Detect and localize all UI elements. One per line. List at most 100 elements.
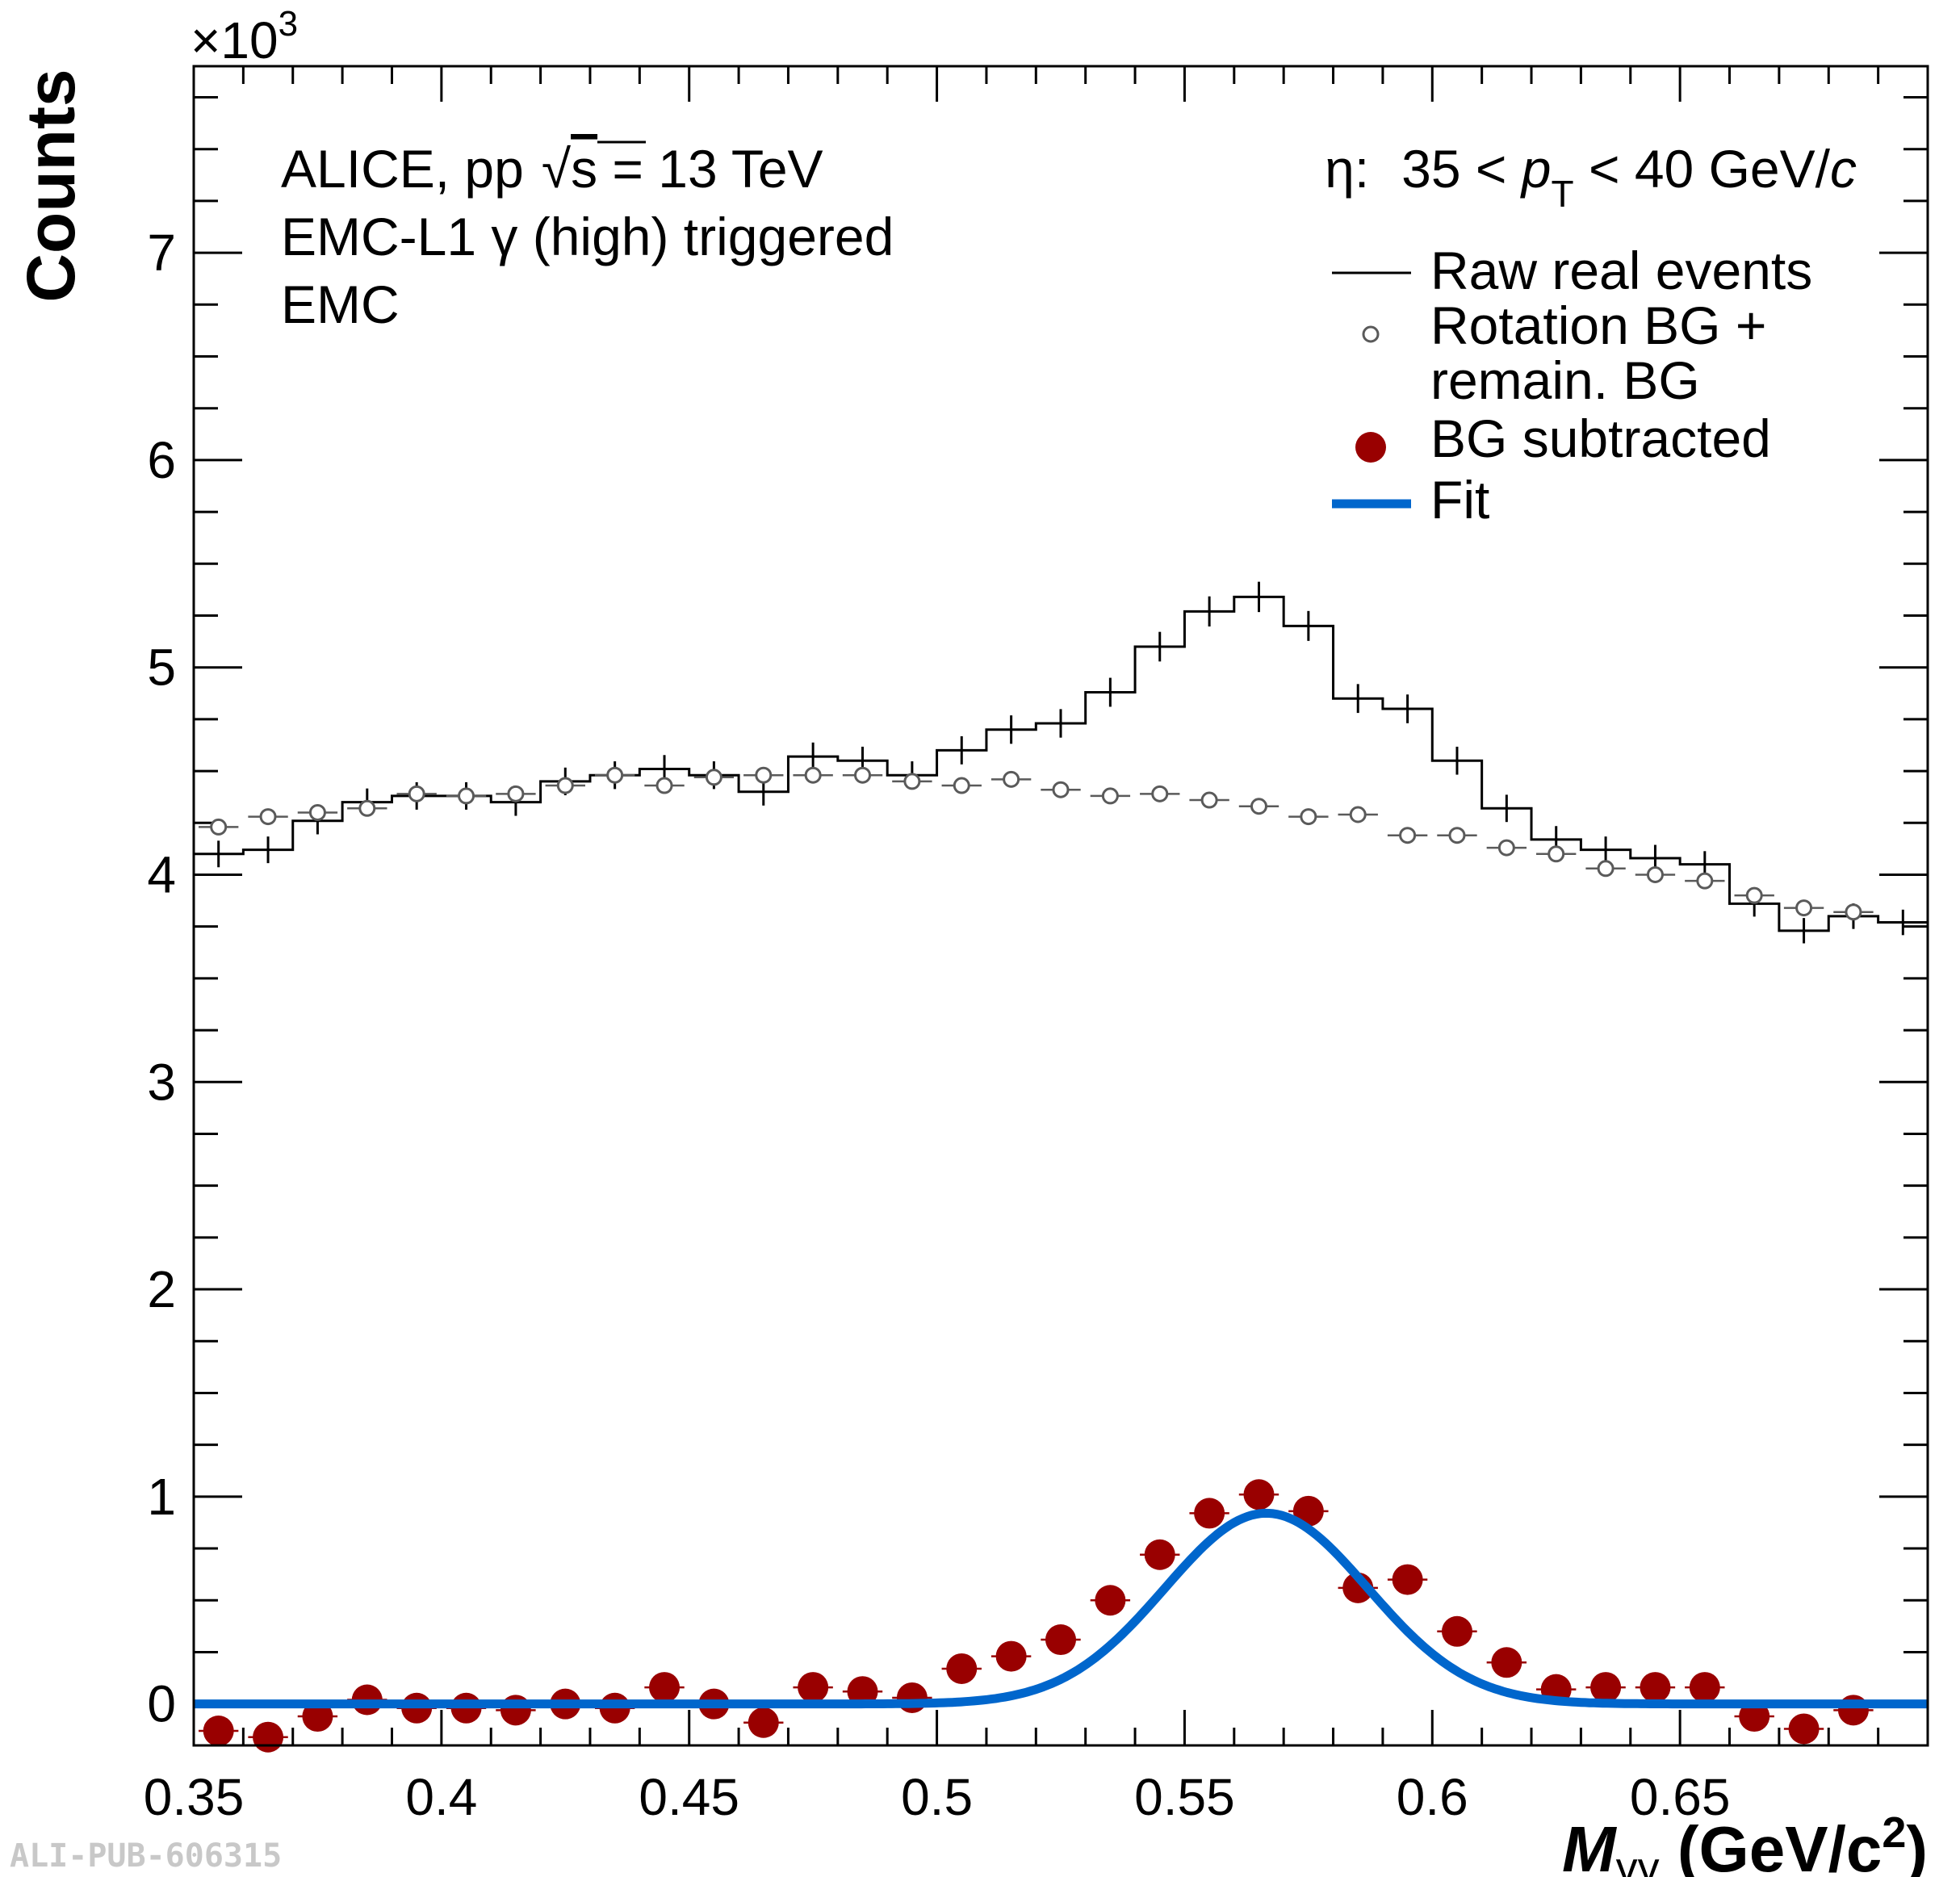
bgsub-point	[253, 1721, 284, 1753]
x-tick-label: 0.5	[901, 1768, 973, 1826]
watermark: ALI-PUB-606315	[10, 1837, 282, 1875]
legend-label-rotation: Rotation BG + remain. BG	[1430, 295, 1766, 410]
rotation-point	[655, 777, 673, 794]
bgsub-point	[748, 1707, 779, 1738]
rotation-point	[1745, 886, 1763, 904]
rotation-point	[507, 785, 525, 802]
bgsub-point	[1392, 1564, 1423, 1595]
bgsub-point	[1095, 1585, 1126, 1616]
rotation-point	[358, 799, 376, 817]
bgsub-point	[1144, 1539, 1175, 1570]
annotation-collision: ALICE, pp √s = 13 TeV	[281, 139, 823, 199]
x-tick-label: 0.55	[1134, 1768, 1235, 1826]
bgsub-point	[1640, 1672, 1671, 1703]
y-tick-label: 5	[147, 639, 176, 697]
rotation-point	[1101, 787, 1119, 805]
bgsub-point	[798, 1672, 829, 1703]
bgsub-point	[1689, 1672, 1720, 1703]
rotation-point	[804, 766, 822, 784]
x-tick-label: 0.65	[1630, 1768, 1731, 1826]
rotation-point	[755, 766, 773, 784]
legend-label-rotation-line1: Rotation BG +	[1430, 295, 1766, 355]
bgsub-point	[302, 1701, 333, 1732]
annotation-trigger: EMC-L1 γ (high) triggered	[281, 207, 894, 266]
y-tick-label: 1	[147, 1468, 176, 1526]
x-tick-labels: 0.35 0.4 0.45 0.5 0.55 0.6 0.65	[144, 1768, 1731, 1826]
rotation-point	[259, 808, 277, 826]
rotation-point	[1795, 899, 1813, 917]
legend-label-raw: Raw real events	[1430, 241, 1812, 300]
bgsub-point	[896, 1682, 928, 1713]
rotation-point	[1448, 827, 1466, 844]
y-tick-labels: 0 1 2 3 4 5 6 7	[147, 224, 176, 1733]
x-tick-label: 0.4	[405, 1768, 477, 1826]
annotation-detector: EMC	[281, 274, 400, 334]
legend-label-bgsub: BG subtracted	[1430, 408, 1771, 468]
bgsub-point	[1590, 1672, 1622, 1703]
y-tick-label: 2	[147, 1260, 176, 1318]
bgsub-point	[1194, 1498, 1225, 1529]
bgsub-point	[1243, 1479, 1275, 1510]
y-tick-label: 4	[147, 845, 176, 903]
rotation-point	[1696, 872, 1714, 890]
bg-subtracted-series	[199, 1479, 1874, 1753]
legend: Raw real events Rotation BG + remain. BG …	[1332, 241, 1812, 530]
bgsub-point	[1491, 1647, 1522, 1678]
y-tick-label: 3	[147, 1053, 176, 1111]
rotation-point	[1646, 865, 1664, 883]
x-tick-label: 0.6	[1397, 1768, 1468, 1826]
fit-series	[193, 1508, 1929, 1709]
rotation-point	[1250, 798, 1267, 815]
rotation-point	[1845, 903, 1862, 921]
rotation-point	[1200, 791, 1218, 809]
bgsub-point	[1045, 1624, 1076, 1656]
legend-label-rotation-line2: remain. BG	[1430, 350, 1700, 410]
rotation-bg-series	[199, 766, 1874, 921]
legend-swatch-rotation	[1362, 325, 1380, 343]
y-axis-label: Counts	[13, 69, 89, 302]
legend-label-fit: Fit	[1430, 470, 1489, 530]
rotation-point	[210, 818, 228, 836]
rotation-point	[1399, 827, 1417, 844]
bgsub-point	[1788, 1713, 1820, 1745]
rotation-point	[1597, 860, 1614, 878]
rotation-point	[556, 777, 574, 794]
rotation-point	[458, 787, 475, 805]
legend-swatch-bgsub	[1355, 432, 1386, 463]
rotation-point	[1003, 770, 1020, 788]
raw-histogram-line	[194, 595, 1928, 932]
bgsub-point	[500, 1695, 531, 1726]
bgsub-point	[1739, 1701, 1770, 1732]
bgsub-point	[995, 1640, 1027, 1672]
rotation-point	[1547, 845, 1565, 863]
plot-frame	[192, 65, 1929, 1747]
y-tick-label: 7	[147, 224, 176, 282]
rotation-point	[408, 785, 425, 802]
bgsub-point	[1441, 1615, 1472, 1647]
rotation-point	[606, 766, 624, 784]
bgsub-point	[847, 1676, 878, 1707]
rotation-point	[1497, 839, 1515, 857]
rotation-point	[953, 777, 970, 794]
bgsub-point	[1837, 1695, 1869, 1726]
rotation-point	[1151, 785, 1169, 802]
rotation-point	[1349, 806, 1367, 823]
rotation-point	[903, 773, 921, 790]
rotation-point	[308, 803, 326, 821]
bgsub-point	[946, 1653, 978, 1684]
fit-curve	[193, 1508, 1929, 1709]
rotation-point	[705, 769, 722, 786]
x-axis-label: Mγγ (GeV/c2)	[1562, 1808, 1928, 1877]
rotation-point	[1052, 781, 1070, 798]
annotation-pt-range: η: 35 < pT < 40 GeV/c	[1325, 139, 1857, 215]
rotation-point	[1300, 808, 1317, 826]
y-multiplier: ×103	[191, 4, 298, 69]
x-tick-label: 0.45	[639, 1768, 739, 1826]
bgsub-point	[649, 1672, 681, 1703]
x-tick-label: 0.35	[144, 1768, 245, 1826]
y-tick-label: 0	[147, 1675, 176, 1733]
y-tick-label: 6	[147, 431, 176, 489]
rotation-point	[854, 766, 872, 784]
